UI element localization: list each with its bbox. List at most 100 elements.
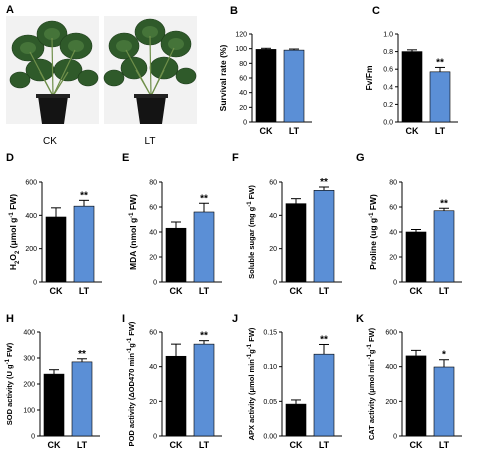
bar-j-lt: [313, 353, 335, 437]
x-tick-label-g-lt: LT: [439, 286, 450, 296]
y-tick-label-b-2: 40: [239, 90, 247, 97]
panel-letter-b: B: [230, 5, 238, 17]
y-tick-label-b-0: 0: [243, 120, 247, 127]
x-tick-label-k-lt: LT: [439, 440, 450, 450]
x-tick-label-e-lt: LT: [199, 286, 210, 296]
chart-j: J 0.00 0.05 0.10 0.15 APX activity (μmol min-…: [232, 313, 342, 450]
panel-letter-g: G: [356, 152, 365, 164]
y-tick-label-j-2: 0.10: [263, 364, 277, 371]
bar-b-ck: [255, 49, 277, 123]
x-tick-label-e-ck: CK: [170, 286, 183, 296]
y-tick-label-k-3: 600: [385, 330, 397, 337]
bar-g-ck: [405, 231, 427, 283]
y-tick-label-j-0: 0.00: [263, 434, 277, 441]
bar-j-ck: [285, 403, 307, 437]
y-tick-label-d-0: 0: [33, 280, 37, 287]
bar-i-ck: [165, 355, 187, 437]
y-tick-label-e-0: 0: [153, 280, 157, 287]
photo-panel: A: [6, 4, 197, 147]
y-tick-label-k-0: 0: [393, 434, 397, 441]
significance-f-lt: **: [320, 177, 328, 188]
y-tick-label-i-1: 20: [149, 399, 157, 406]
panel-letter-a: A: [6, 4, 14, 16]
bar-h-ck: [43, 373, 65, 437]
panel-letter-e: E: [122, 152, 129, 164]
y-tick-label-g-0: 0: [393, 280, 397, 287]
x-tick-label-f-lt: LT: [319, 286, 330, 296]
significance-d-lt: **: [80, 190, 88, 201]
y-tick-label-h-4: 400: [23, 330, 35, 337]
bar-c-ck: [401, 51, 423, 123]
y-tick-label-h-0: 0: [31, 434, 35, 441]
y-tick-label-c-5: 1.0: [383, 32, 393, 39]
y-tick-label-f-3: 60: [269, 180, 277, 187]
significance-k-lt: *: [442, 350, 446, 361]
panel-letter-j: J: [232, 313, 238, 325]
y-tick-label-b-1: 20: [239, 105, 247, 112]
bar-g-lt: [433, 210, 455, 283]
y-axis-label-j: APX activity (μmol min-1g-1 FW): [247, 327, 256, 440]
bar-f-lt: [313, 190, 335, 283]
bar-k-lt: [433, 366, 455, 437]
y-tick-label-c-2: 0.4: [383, 84, 393, 91]
y-tick-label-c-0: 0.0: [383, 120, 393, 127]
y-tick-label-c-1: 0.2: [383, 102, 393, 109]
bar-i-lt: [193, 343, 215, 437]
x-tick-label-g-ck: CK: [410, 286, 423, 296]
x-tick-label-i-ck: CK: [170, 440, 183, 450]
y-axis-label-d: H2O2 (μmol g-1 FW): [8, 194, 21, 270]
y-axis-label-e: MDA (nmol g-1 FW): [128, 194, 138, 270]
y-tick-label-d-3: 600: [25, 180, 37, 187]
x-tick-label-b-lt: LT: [289, 126, 300, 136]
x-tick-label-k-ck: CK: [410, 440, 423, 450]
y-axis-label-f: Soluble sugar (mg g-1 FW): [247, 185, 256, 279]
photo-lt: [103, 16, 197, 124]
significance-c-lt: **: [436, 57, 444, 68]
photo-label-ck: CK: [43, 136, 57, 147]
bar-k-ck: [405, 355, 427, 437]
y-tick-label-i-3: 60: [149, 330, 157, 337]
y-tick-label-g-2: 40: [389, 230, 397, 237]
y-tick-label-c-3: 0.6: [383, 67, 393, 74]
photo-label-lt: LT: [145, 136, 156, 147]
bar-e-ck: [165, 227, 187, 283]
photo-ck: [6, 16, 99, 124]
y-tick-label-e-2: 40: [149, 230, 157, 237]
y-axis-label-b: Survival rate (%): [218, 45, 228, 112]
x-tick-label-i-lt: LT: [199, 440, 210, 450]
x-tick-label-j-lt: LT: [319, 440, 330, 450]
y-tick-label-k-2: 400: [385, 364, 397, 371]
y-tick-label-d-1: 200: [25, 246, 37, 253]
bar-f-ck: [285, 203, 307, 283]
y-tick-label-h-1: 100: [23, 408, 35, 415]
y-tick-label-b-6: 120: [235, 32, 247, 39]
chart-e: E 0 20 40 60 80 MDA (nmol g-1 FW) CK ** LT: [122, 152, 222, 296]
chart-f: F 0 20 40 60 Soluble sugar (mg g-1 FW) CK ** LT: [232, 152, 342, 296]
x-tick-label-b-ck: CK: [260, 126, 273, 136]
bar-d-lt: [73, 205, 95, 283]
y-tick-label-e-3: 60: [149, 205, 157, 212]
y-tick-label-f-2: 40: [269, 213, 277, 220]
y-tick-label-j-1: 0.05: [263, 399, 277, 406]
significance-i-lt: **: [200, 331, 208, 342]
bar-b-lt: [283, 49, 305, 123]
chart-b: B 0 20 40 60 80 100 120 Survival rate (%) CK LT: [218, 5, 312, 136]
y-tick-label-i-2: 40: [149, 364, 157, 371]
y-tick-label-g-3: 60: [389, 205, 397, 212]
chart-k: K 0 200 400 600 CAT activity (μmol min-1g-1 F…: [356, 313, 462, 450]
x-tick-label-c-ck: CK: [406, 126, 419, 136]
panel-letter-d: D: [6, 152, 14, 164]
chart-h: H 0 100 200 300 400 SOD activity (U g-1 FW) CK *…: [5, 313, 100, 450]
x-tick-label-d-ck: CK: [50, 286, 63, 296]
bar-d-ck: [45, 216, 67, 283]
x-tick-label-j-ck: CK: [290, 440, 303, 450]
bar-c-lt: [429, 71, 451, 123]
x-tick-label-h-lt: LT: [77, 440, 88, 450]
y-tick-label-f-0: 0: [273, 280, 277, 287]
panel-letter-f: F: [232, 152, 239, 164]
y-tick-label-b-5: 100: [235, 46, 247, 53]
x-tick-label-d-lt: LT: [79, 286, 90, 296]
y-tick-label-c-4: 0.8: [383, 49, 393, 56]
panel-letter-i: I: [122, 313, 125, 325]
